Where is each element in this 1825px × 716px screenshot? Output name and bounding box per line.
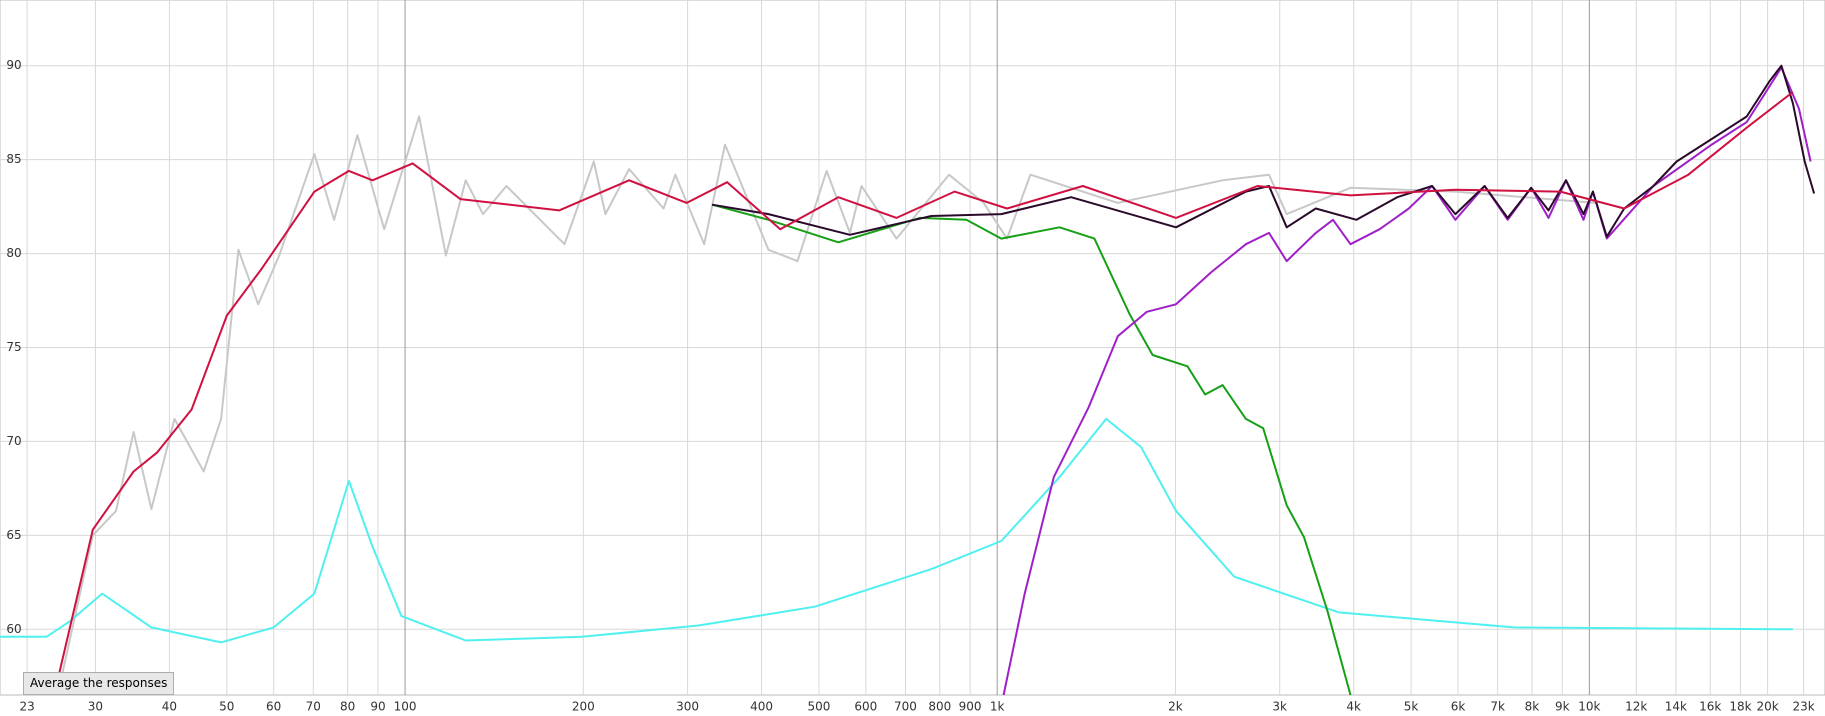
response-line [711,64,1816,238]
x-tick-label: 50 [219,700,234,714]
x-tick-label: 800 [928,700,951,714]
y-tick-label: 85 [6,152,21,166]
y-tick-label: 80 [6,246,21,260]
x-tick-label: 60 [266,700,281,714]
x-tick-label: 23 [19,700,34,714]
x-tick-label: 23k [1792,700,1814,714]
x-tick-label: 2k [1168,700,1183,714]
x-tick-label: 20k [1757,700,1779,714]
x-tick-label: 900 [959,700,982,714]
x-tick-label: 30 [88,700,103,714]
x-tick-label: 300 [676,700,699,714]
x-tick-label: 200 [572,700,595,714]
y-tick-label: 70 [6,434,21,448]
response-line [1002,66,1812,696]
x-tick-label: 14k [1665,700,1687,714]
x-tick-label: 12k [1625,700,1647,714]
x-tick-label: 7k [1490,700,1505,714]
response-line [0,417,1793,644]
x-tick-label: 100 [394,700,417,714]
x-tick-label: 70 [306,700,321,714]
x-tick-label: 10k [1578,700,1600,714]
x-tick-label: 40 [162,700,177,714]
x-tick-label: 16k [1699,700,1721,714]
average-button[interactable]: Average the responses [23,672,175,695]
y-tick-label: 60 [6,622,21,636]
y-tick-label: 90 [6,58,21,72]
x-tick-label: 90 [370,700,385,714]
x-tick-label: 400 [750,700,773,714]
x-tick-label: 9k [1555,700,1570,714]
x-tick-label: 80 [340,700,355,714]
response-line [56,115,1596,696]
x-tick-label: 5k [1404,700,1419,714]
x-tick-label: 700 [894,700,917,714]
x-tick-label: 8k [1525,700,1540,714]
x-tick-label: 500 [807,700,830,714]
x-tick-label: 18k [1729,700,1751,714]
y-tick-label: 75 [6,340,21,354]
x-tick-label: 3k [1272,700,1287,714]
x-tick-label: 600 [854,700,877,714]
y-tick-label: 65 [6,528,21,542]
response-line [53,91,1794,694]
x-tick-label: 6k [1451,700,1466,714]
x-tick-label: 1k [990,700,1005,714]
x-tick-label: 4k [1346,700,1361,714]
